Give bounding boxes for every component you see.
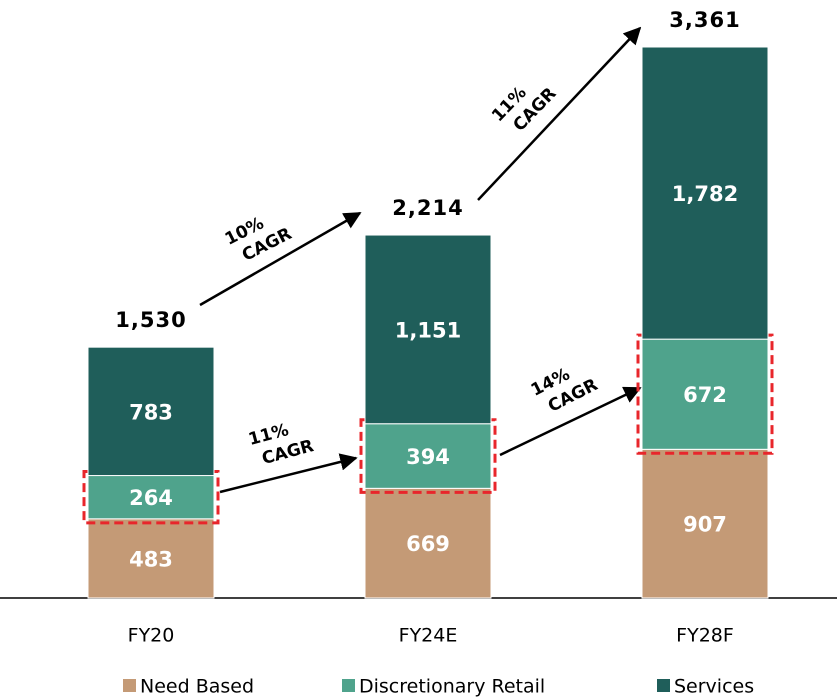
total-label: 1,530 [115, 308, 186, 332]
arrow [219, 453, 358, 494]
annotation: 11%CAGR [246, 420, 315, 469]
highlight-box [82, 470, 220, 525]
x-tick-label: FY24E [399, 625, 458, 647]
value-label: 1,151 [395, 318, 461, 342]
value-label: 264 [129, 486, 173, 510]
arrow [477, 26, 642, 201]
value-label: 1,782 [672, 182, 738, 206]
arrow [499, 386, 642, 457]
bar-segment [641, 338, 769, 450]
legend-swatch [342, 679, 355, 692]
annotation: 10%CAGR [222, 213, 295, 265]
x-tick-label: FY28F [676, 625, 734, 647]
legend-swatch [123, 679, 136, 692]
value-label: 483 [129, 547, 173, 571]
value-label: 669 [406, 532, 450, 556]
value-label: 783 [129, 400, 173, 424]
bar-segment [87, 475, 215, 520]
highlight-box [359, 418, 497, 494]
annotation: 11%CAGR [488, 83, 560, 136]
total-label: 3,361 [669, 8, 740, 32]
x-tick-label: FY20 [128, 625, 175, 647]
bar-segment [641, 46, 769, 340]
legend-label: Discretionary Retail [359, 676, 545, 698]
value-label: 394 [406, 445, 450, 469]
bar-segment [364, 234, 492, 425]
bar-segment [87, 518, 215, 599]
bar-segment [641, 448, 769, 599]
value-label: 672 [683, 383, 727, 407]
legend-swatch [657, 679, 670, 692]
total-label: 2,214 [392, 196, 463, 220]
legend-label: Need Based [140, 676, 254, 698]
arrow [199, 211, 362, 307]
legend-label: Services [674, 676, 754, 698]
bar-segment [87, 346, 215, 477]
value-label: 907 [683, 513, 727, 537]
